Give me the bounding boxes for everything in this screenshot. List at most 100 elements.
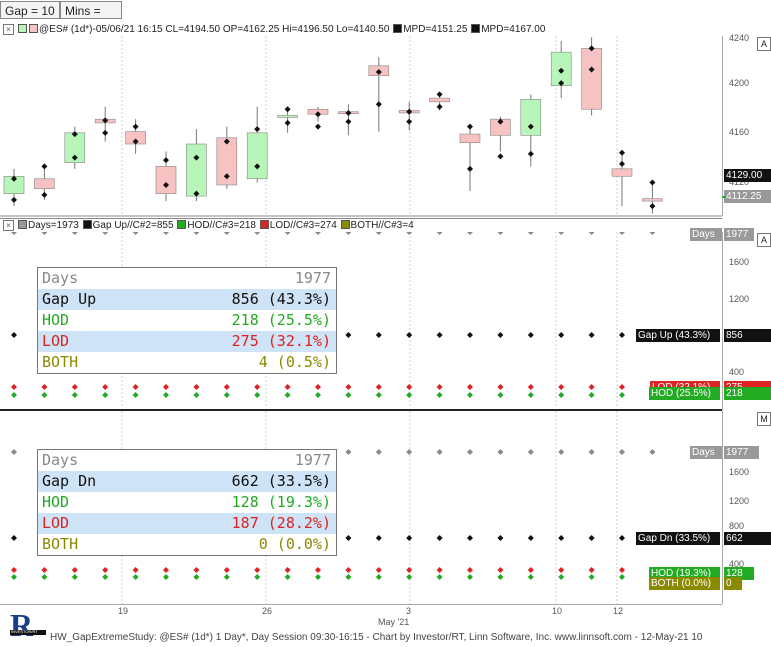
investor-rt-logo: R INVESTOR/RT <box>8 606 48 643</box>
lod-dot <box>467 384 473 390</box>
gapup-dot <box>527 332 534 338</box>
hod-dot <box>223 574 230 580</box>
gapdn-dot <box>497 535 504 541</box>
svg-text:R: R <box>10 607 34 642</box>
hod-dot <box>11 392 17 398</box>
stats-row-days: Days 1977 <box>38 450 336 471</box>
candle-body <box>642 198 663 202</box>
hod-dot <box>527 574 534 580</box>
gapdn-tick: 800 <box>729 521 745 531</box>
hod-dot <box>497 574 504 580</box>
mpd-marker-dot <box>649 179 656 186</box>
lod-dot <box>132 384 139 390</box>
mpd1-text: MPD=4151.25 <box>403 24 468 35</box>
gapup-gap-tag: Gap Up (43.3%) <box>636 329 720 342</box>
lod-dot <box>619 384 625 390</box>
lod-dot <box>527 567 534 573</box>
gapup-header-days: Days=1973 <box>28 220 79 231</box>
hod-dot <box>345 574 352 580</box>
gapup-tick: 1600 <box>729 257 750 267</box>
mpd-marker-dot <box>345 118 352 125</box>
stats-row-hod: HOD 218 (25.5%) <box>38 310 336 331</box>
close-icon[interactable]: × <box>3 24 14 35</box>
gapup-axis[interactable]: 1600 1200 800 400 <box>722 232 771 410</box>
mpd-price-label: 4112.25 <box>724 190 771 203</box>
gapdn-panel-corner-button[interactable]: M <box>757 412 771 426</box>
stats-value: 1977 <box>294 269 331 287</box>
price-tick: 4200 <box>729 78 750 88</box>
stats-label: HOD <box>42 493 70 511</box>
price-panel-header: × @ES# (1d*)-05/06/21 16:15 CL=4194.50 OP… <box>0 23 722 36</box>
mpd-marker-dot <box>11 175 17 182</box>
gapup-dot <box>619 332 625 338</box>
lod-dot <box>11 567 17 573</box>
mpd-marker-dot <box>649 203 656 210</box>
mpd-marker-dot <box>102 117 109 124</box>
x-axis[interactable]: 19 26 3 May '21 10 12 <box>0 604 722 627</box>
hod-swatch <box>177 219 187 229</box>
gapdn-both-value: 0 <box>724 577 742 590</box>
stats-value: 662 (33.5%) <box>231 472 331 490</box>
hod-dot <box>588 574 595 580</box>
panel-divider[interactable] <box>0 409 722 411</box>
logo-text: INVESTOR/RT <box>11 629 38 634</box>
gapup-dot-series <box>11 229 656 398</box>
lod-dot <box>558 567 565 573</box>
gapup-panel-corner-button[interactable]: A <box>757 233 771 247</box>
mpd-marker-dot <box>315 123 321 130</box>
x-tick: 12 <box>613 606 624 616</box>
lod-dot <box>193 384 200 390</box>
x-tick: 3 <box>406 606 412 616</box>
gapdn-tick: 400 <box>729 559 745 569</box>
candle-body <box>277 115 298 118</box>
gapup-panel-header: × Days=1973 Gap Up//C#2=855 HOD//C#3=218 … <box>0 218 722 232</box>
candle-body <box>611 168 633 177</box>
mpd-marker-dot <box>467 123 473 130</box>
hod-dot <box>132 574 139 580</box>
lod-dot <box>102 567 109 573</box>
candle-body <box>520 99 542 136</box>
gapdn-dot <box>527 535 534 541</box>
close-icon[interactable]: × <box>3 220 14 231</box>
mpd-marker-dot <box>163 181 169 188</box>
hod-dot <box>254 392 261 398</box>
mpd-marker-dot <box>71 131 78 138</box>
lod-dot <box>11 384 17 390</box>
hod-dot <box>223 392 230 398</box>
days-dot <box>436 449 443 455</box>
mpd-marker-dot <box>11 196 17 203</box>
hod-dot <box>436 574 443 580</box>
hod-dot <box>375 392 382 398</box>
stats-label: Days <box>42 269 79 287</box>
gap-setting-button[interactable]: Gap = 10 <box>0 1 60 19</box>
hod-dot <box>558 574 565 580</box>
chart-canvas[interactable] <box>0 0 722 604</box>
mpd-marker-dot <box>345 109 352 116</box>
days-dot <box>406 449 413 455</box>
mpd-marker-dot <box>375 101 382 108</box>
price-tick: 4240 <box>729 33 750 43</box>
gapup-dot <box>375 332 382 338</box>
gapdn-dot <box>588 535 595 541</box>
lod-dot <box>527 384 534 390</box>
price-panel-corner-button[interactable]: A <box>757 37 771 51</box>
mpd-marker-dot <box>497 153 504 160</box>
lod-dot <box>254 384 261 390</box>
hod-dot <box>102 574 109 580</box>
stats-row-both: BOTH 4 (0.5%) <box>38 352 336 373</box>
gapdn-dot <box>345 535 352 541</box>
mpd-marker-dot <box>284 119 291 126</box>
gapup-tick: 1200 <box>729 294 750 304</box>
gapdn-dot <box>436 535 443 541</box>
mpd2-swatch <box>471 23 481 33</box>
stats-value: 1977 <box>294 451 331 469</box>
x-tick: 10 <box>552 606 563 616</box>
days-dot <box>527 449 534 455</box>
gapdn-gap-tag: Gap Dn (33.5%) <box>636 532 720 545</box>
price-axis[interactable]: 4240 4200 4160 4120 <box>722 33 771 216</box>
lod-dot <box>345 567 352 573</box>
lod-dot <box>436 384 443 390</box>
mpd-marker-dot <box>223 138 230 145</box>
gapup-dot <box>588 332 595 338</box>
gapdn-both-tag: BOTH (0.0%) <box>649 577 720 590</box>
